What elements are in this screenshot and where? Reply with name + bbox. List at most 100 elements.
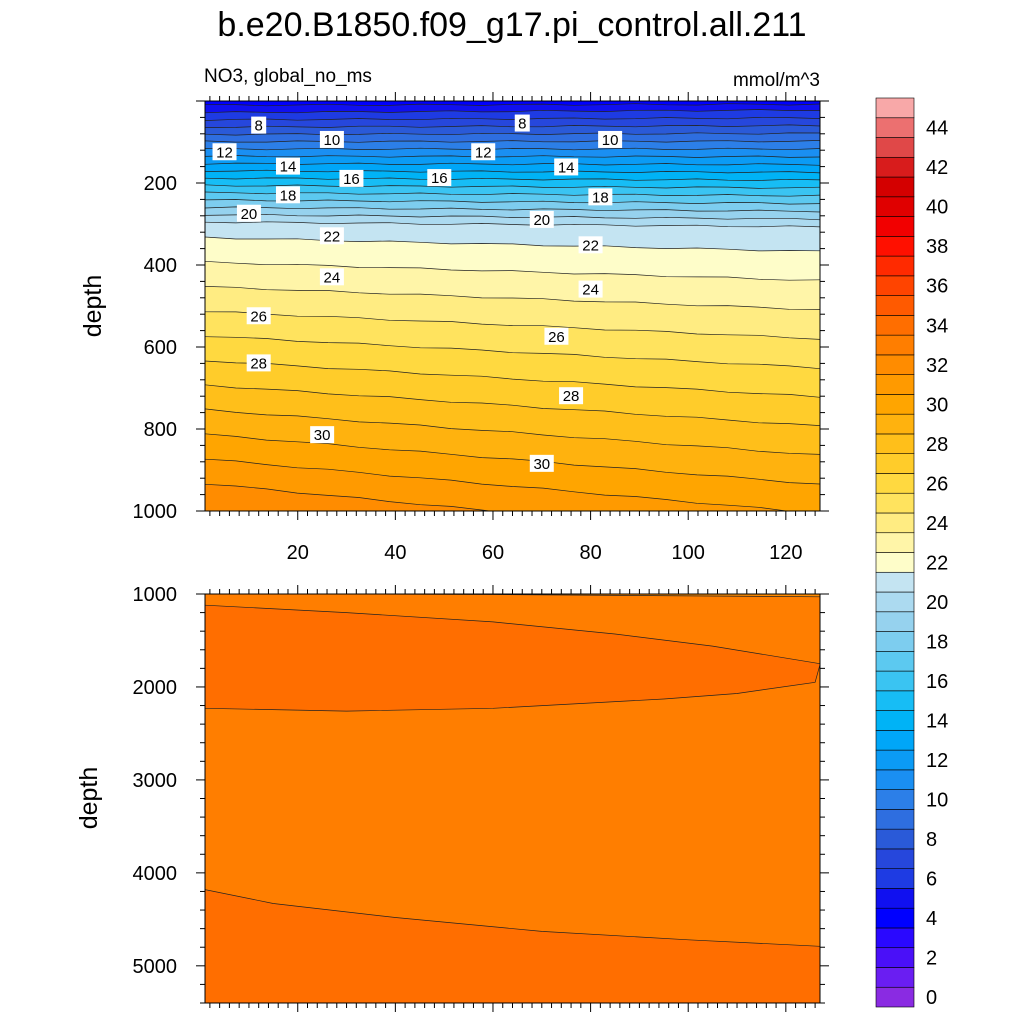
contour-label-box	[310, 426, 335, 444]
lower-y-axis-label: depth	[75, 767, 103, 830]
contour-label-box	[427, 169, 452, 187]
contour-line	[205, 155, 820, 158]
contour-fill-band	[205, 605, 820, 712]
contour-label: 20	[533, 212, 550, 229]
contour-line	[205, 384, 820, 426]
contour-label: 16	[431, 170, 448, 187]
contour-label-box	[236, 204, 261, 222]
contour-label-box	[588, 188, 613, 206]
colorbar-label: 14	[926, 710, 948, 732]
lower-contour-panel: 1000 2000 3000 4000 5000	[133, 584, 829, 1012]
contour-line	[205, 336, 820, 370]
y-tick-label: 3000	[133, 770, 178, 792]
colorbar-swatch	[875, 947, 915, 968]
contour-label: 14	[558, 159, 575, 176]
colorbar-label: 2	[926, 948, 937, 970]
colorbar-swatch	[875, 196, 915, 217]
x-tick-label: 100	[672, 542, 705, 564]
contour-label-box	[544, 327, 569, 345]
contour-label: 8	[255, 118, 263, 135]
chart-title: b.e20.B1850.f09_g17.pi_control.all.211	[217, 6, 806, 44]
colorbar-swatch	[875, 216, 915, 237]
contour-label-box	[529, 210, 554, 228]
contour-line	[205, 360, 820, 398]
y-tick-label: 5000	[133, 956, 178, 978]
contour-line	[205, 236, 820, 252]
colorbar-swatch	[875, 176, 915, 198]
contour-line	[205, 124, 820, 128]
contour-label-box	[275, 157, 300, 175]
colorbar-label: 22	[926, 552, 948, 574]
colorbar-swatch	[875, 789, 915, 810]
contour-label-box	[471, 143, 496, 161]
y-tick-label: 2000	[133, 677, 178, 699]
contour-label: 22	[582, 237, 599, 254]
contour-label-box	[598, 130, 623, 148]
contour-line	[205, 199, 820, 205]
contour-line	[205, 109, 820, 114]
contour-line	[205, 483, 493, 511]
contour-line	[205, 458, 790, 511]
colorbar-swatch	[875, 769, 915, 790]
upper-contour-panel: 8 8 10 10 12 12 14 14 16 16 18 18 20 20 22 22 24 24 26 26 28…	[133, 92, 829, 564]
colorbar-label: 24	[926, 513, 948, 535]
contour-label: 12	[475, 144, 492, 161]
colorbar-swatch	[875, 354, 915, 375]
contour-label: 22	[324, 228, 341, 245]
contour-label-box	[246, 354, 271, 372]
colorbar-label: 32	[926, 355, 948, 377]
contour-label: 18	[592, 189, 609, 206]
colorbar-label: 16	[926, 671, 948, 693]
colorbar-swatch	[875, 611, 915, 632]
colorbar-swatch	[875, 413, 915, 435]
colorbar-swatch	[875, 848, 915, 869]
colorbar-label: 8	[926, 829, 937, 851]
contour-label-box	[559, 387, 584, 405]
contour-line	[205, 169, 820, 174]
contour-fill-band	[205, 889, 820, 1003]
colorbar-swatch	[875, 651, 915, 672]
colorbar-swatch	[875, 334, 915, 356]
contour-label: 24	[324, 269, 341, 286]
colorbar-swatch	[875, 591, 915, 613]
contour-label: 10	[324, 132, 341, 149]
colorbar-swatch	[875, 453, 915, 474]
contour-label: 10	[602, 132, 619, 149]
contour-label: 28	[250, 355, 267, 372]
colorbar-label: 38	[926, 236, 948, 258]
contour-label: 24	[582, 282, 599, 299]
colorbar-swatch	[875, 967, 915, 988]
y-tick-label: 400	[144, 255, 177, 277]
colorbar-swatch	[875, 275, 915, 296]
colorbar-swatch	[875, 473, 915, 494]
colorbar-swatch	[875, 868, 915, 889]
contour-label: 16	[343, 171, 360, 188]
colorbar-label: 20	[926, 592, 948, 614]
contour-label-box	[246, 307, 271, 325]
y-tick-label: 1000	[133, 501, 178, 523]
colorbar-label: 36	[926, 276, 948, 298]
colorbar-label: 26	[926, 473, 948, 495]
contour-line	[205, 260, 820, 281]
colorbar-swatch	[875, 394, 915, 415]
y-tick-label: 600	[144, 337, 177, 359]
y-tick-label: 4000	[133, 863, 178, 885]
contour-line	[205, 191, 820, 197]
contour-line	[205, 206, 820, 213]
contour-label: 20	[241, 206, 258, 223]
x-tick-label: 120	[769, 542, 802, 564]
colorbar-swatch	[875, 137, 915, 158]
contour-label-box	[554, 158, 579, 176]
contour-label-box	[339, 169, 364, 187]
colorbar-swatch	[875, 552, 915, 573]
contour-line	[205, 604, 820, 665]
colorbar: 0246810121416182022242628303234363840424…	[875, 97, 948, 1009]
x-tick-label: 20	[287, 542, 309, 564]
contour-line	[205, 664, 820, 712]
colorbar-swatch	[875, 690, 915, 711]
contour-label: 28	[563, 388, 580, 405]
contour-label: 8	[518, 116, 526, 133]
contour-line	[205, 132, 820, 136]
colorbar-label: 44	[926, 118, 948, 140]
